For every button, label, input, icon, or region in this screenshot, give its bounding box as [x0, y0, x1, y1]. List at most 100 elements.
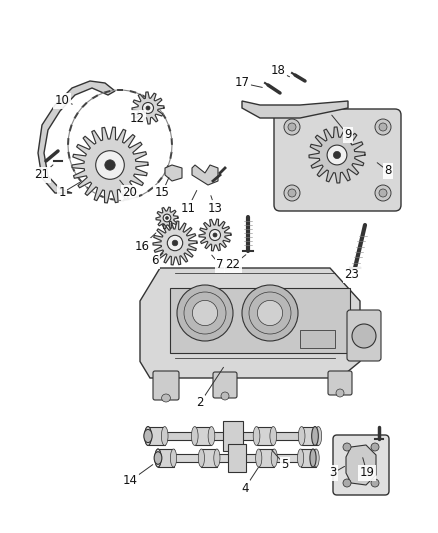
Circle shape	[242, 285, 298, 341]
Text: 22: 22	[226, 255, 246, 271]
Circle shape	[343, 443, 351, 451]
Ellipse shape	[253, 426, 260, 446]
Text: 10: 10	[55, 94, 72, 108]
Ellipse shape	[256, 449, 262, 467]
Bar	[158, 454, 313, 462]
Text: 7: 7	[212, 255, 224, 271]
Ellipse shape	[271, 449, 277, 467]
Circle shape	[284, 185, 300, 201]
Polygon shape	[242, 101, 348, 118]
Text: 3: 3	[329, 466, 345, 480]
Circle shape	[371, 443, 379, 451]
Text: 9: 9	[332, 115, 352, 141]
Circle shape	[105, 160, 115, 170]
Bar	[257, 426, 273, 446]
Polygon shape	[199, 219, 231, 251]
Ellipse shape	[162, 394, 170, 402]
Bar	[148, 426, 165, 446]
Ellipse shape	[270, 426, 276, 446]
Text: 20: 20	[120, 180, 138, 199]
Bar	[259, 449, 274, 467]
Circle shape	[209, 230, 220, 240]
Ellipse shape	[336, 389, 344, 397]
Text: 23: 23	[345, 265, 360, 281]
Polygon shape	[38, 81, 115, 193]
Circle shape	[343, 479, 351, 487]
FancyBboxPatch shape	[347, 310, 381, 361]
Ellipse shape	[191, 426, 198, 446]
Circle shape	[166, 216, 168, 220]
Circle shape	[192, 301, 218, 326]
Circle shape	[288, 123, 296, 131]
Polygon shape	[140, 268, 360, 378]
Circle shape	[327, 145, 347, 165]
Ellipse shape	[297, 449, 304, 467]
Circle shape	[167, 235, 183, 251]
Ellipse shape	[312, 426, 318, 446]
Bar	[302, 426, 318, 446]
Bar	[228, 443, 246, 472]
Text: 8: 8	[377, 163, 392, 177]
Text: 5: 5	[272, 450, 289, 472]
FancyBboxPatch shape	[333, 435, 389, 495]
Bar	[223, 421, 243, 451]
Circle shape	[379, 123, 387, 131]
Bar	[201, 449, 217, 467]
Circle shape	[284, 119, 300, 135]
Ellipse shape	[315, 426, 321, 446]
Bar	[158, 449, 173, 467]
Polygon shape	[153, 221, 197, 265]
Circle shape	[258, 301, 283, 326]
Ellipse shape	[155, 449, 161, 467]
Ellipse shape	[145, 426, 152, 446]
Ellipse shape	[221, 392, 229, 400]
FancyBboxPatch shape	[153, 371, 179, 400]
Polygon shape	[132, 92, 164, 124]
Circle shape	[371, 479, 379, 487]
Ellipse shape	[154, 451, 162, 464]
Circle shape	[352, 324, 376, 348]
Polygon shape	[192, 165, 218, 185]
Circle shape	[163, 214, 171, 222]
Circle shape	[95, 151, 124, 179]
Ellipse shape	[145, 426, 152, 446]
FancyBboxPatch shape	[274, 109, 401, 211]
Bar	[195, 426, 212, 446]
Text: 12: 12	[130, 111, 145, 125]
Text: 14: 14	[123, 465, 153, 488]
Circle shape	[288, 189, 296, 197]
Ellipse shape	[214, 449, 220, 467]
Text: 2: 2	[196, 367, 223, 409]
Circle shape	[172, 240, 178, 246]
Text: 17: 17	[234, 77, 262, 90]
Ellipse shape	[208, 426, 215, 446]
Circle shape	[177, 285, 233, 341]
FancyBboxPatch shape	[213, 372, 237, 398]
Text: 16: 16	[134, 233, 156, 253]
Ellipse shape	[313, 449, 319, 467]
Text: 4: 4	[241, 467, 258, 495]
Polygon shape	[346, 445, 376, 485]
Circle shape	[375, 119, 391, 135]
FancyBboxPatch shape	[328, 371, 352, 395]
Ellipse shape	[161, 426, 168, 446]
Bar	[300, 449, 316, 467]
Text: 13: 13	[208, 196, 223, 214]
Circle shape	[333, 151, 341, 159]
Circle shape	[379, 189, 387, 197]
Text: 6: 6	[151, 253, 163, 268]
Circle shape	[213, 233, 217, 237]
Circle shape	[142, 102, 153, 114]
Text: 11: 11	[180, 190, 197, 214]
Ellipse shape	[170, 449, 177, 467]
Ellipse shape	[310, 449, 316, 467]
Bar	[148, 432, 315, 440]
Text: 15: 15	[155, 177, 170, 199]
Text: 18: 18	[271, 64, 290, 77]
Text: 1: 1	[58, 182, 80, 199]
Ellipse shape	[144, 430, 152, 442]
Text: 21: 21	[35, 165, 53, 182]
Text: 19: 19	[360, 458, 374, 480]
Circle shape	[146, 106, 150, 110]
Polygon shape	[165, 165, 182, 181]
